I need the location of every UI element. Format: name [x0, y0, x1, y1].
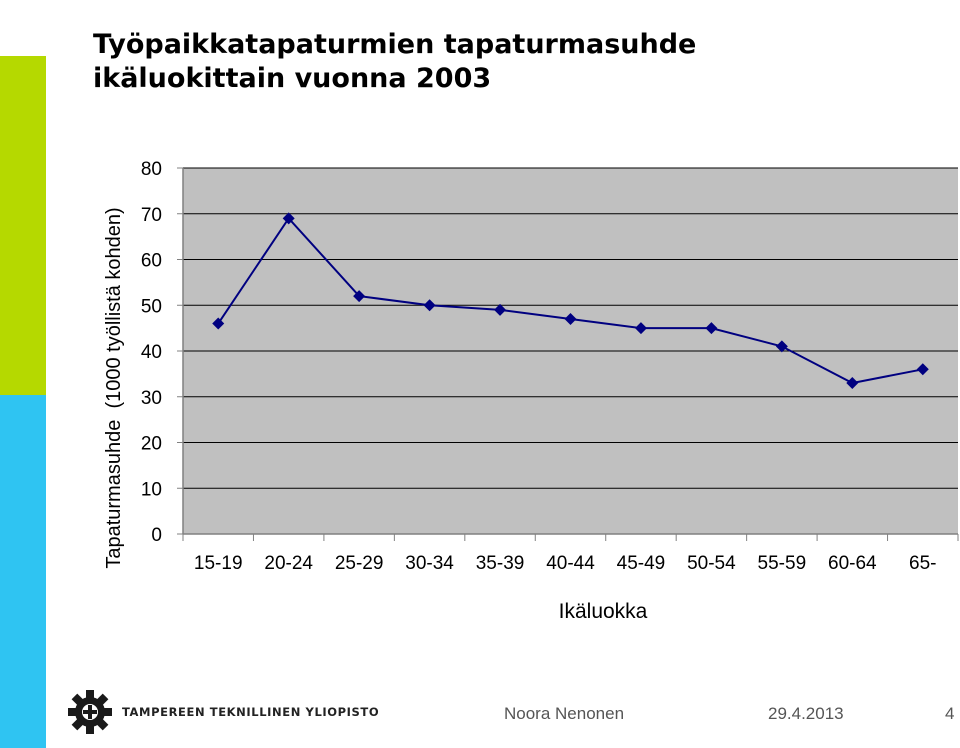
- x-tick-label: 60-64: [828, 553, 877, 574]
- y-tick-label: 0: [151, 525, 162, 546]
- y-tick-label: 20: [141, 434, 162, 455]
- slide-title-line-2: ikäluokittain vuonna 2003: [93, 63, 492, 94]
- data-point-65-: [916, 363, 929, 376]
- data-point-30-34: [423, 299, 436, 312]
- y-tick-label: 10: [141, 479, 162, 500]
- x-tick-label: 65-: [909, 553, 936, 574]
- x-tick-label: 50-54: [687, 553, 736, 574]
- data-points: [212, 212, 929, 390]
- data-point-20-24: [282, 212, 295, 225]
- slide-title: Työpaikkatapaturmien tapaturmasuhde ikäl…: [93, 28, 933, 96]
- data-point-60-64: [846, 377, 859, 390]
- y-tick-label: 30: [141, 388, 162, 409]
- x-axis-label: Ikäluokka: [559, 600, 648, 623]
- footer-date: 29.4.2013: [768, 704, 844, 723]
- data-point-40-44: [564, 312, 577, 325]
- x-tick-label: 35-39: [476, 553, 525, 574]
- gear-logo-icon: [68, 690, 112, 734]
- y-tick-label: 60: [141, 251, 162, 272]
- y-tick-label: 80: [141, 159, 162, 180]
- footer-page-number: 4: [945, 704, 955, 723]
- y-tick-label: 70: [141, 205, 162, 226]
- y-tick-label: 40: [141, 342, 162, 363]
- grid-lines: [183, 167, 958, 489]
- x-tick-label: 40-44: [546, 553, 595, 574]
- data-point-15-19: [212, 317, 225, 330]
- x-tick-label: 30-34: [405, 553, 454, 574]
- x-tick-label: 45-49: [617, 553, 666, 574]
- data-point-25-29: [353, 290, 366, 303]
- y-axis-label: Tapaturmasuhde (1000 työllistä kohden): [103, 207, 125, 568]
- accent-bar-blue: [0, 395, 46, 748]
- data-point-35-39: [494, 303, 507, 316]
- data-point-55-59: [775, 340, 788, 353]
- data-point-45-49: [634, 322, 647, 335]
- accent-bar-top: [0, 0, 46, 56]
- x-tick-label: 55-59: [758, 553, 807, 574]
- x-tick-label: 15-19: [194, 553, 243, 574]
- footer-author: Noora Nenonen: [504, 704, 625, 723]
- y-tick-label: 50: [141, 296, 162, 317]
- accent-bar-green: [0, 55, 46, 400]
- slide-title-line-1: Työpaikkatapaturmien tapaturmasuhde: [93, 29, 697, 60]
- x-tick-labels: 15-19 20-24 25-29 30-34 35-39 40-44 45-49 50-54…: [182, 534, 959, 574]
- x-tick-label: 20-24: [264, 553, 313, 574]
- data-point-50-54: [705, 322, 718, 335]
- footer-organization: TAMPEREEN TEKNILLINEN YLIOPISTO: [122, 705, 380, 719]
- y-tick-labels: 0 10 20 30 40 50 60 70 80: [141, 159, 183, 546]
- x-tick-label: 25-29: [335, 553, 384, 574]
